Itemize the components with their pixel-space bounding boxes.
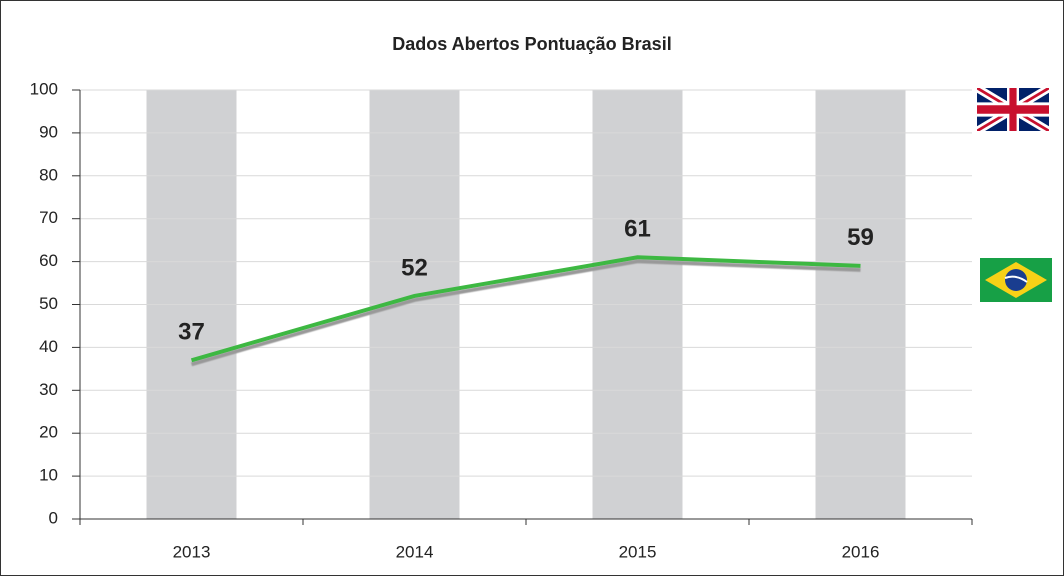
- y-tick-label: 90: [39, 122, 58, 141]
- x-tick-label: 2013: [173, 542, 211, 561]
- x-tick-label: 2016: [842, 542, 880, 561]
- uk-flag: [977, 88, 1049, 131]
- data-label: 37: [178, 319, 205, 346]
- data-label: 61: [624, 216, 651, 243]
- y-tick-label: 100: [30, 79, 58, 98]
- data-line: [190, 255, 861, 363]
- y-tick-label: 40: [39, 337, 58, 356]
- y-tick-label: 0: [49, 508, 58, 527]
- data-label: 59: [847, 224, 874, 251]
- data-label: 52: [401, 254, 428, 281]
- chart-title: Dados Abertos Pontuação Brasil: [392, 34, 671, 54]
- y-tick-label: 60: [39, 251, 58, 270]
- x-tick-label: 2015: [619, 542, 657, 561]
- y-tick-label: 50: [39, 294, 58, 313]
- y-tick-label: 80: [39, 165, 58, 184]
- y-tick-label: 10: [39, 466, 58, 485]
- x-tick-label: 2014: [396, 542, 434, 561]
- y-tick-label: 20: [39, 423, 58, 442]
- y-tick-label: 70: [39, 208, 58, 227]
- y-tick-label: 30: [39, 380, 58, 399]
- brazil-flag: [980, 258, 1052, 302]
